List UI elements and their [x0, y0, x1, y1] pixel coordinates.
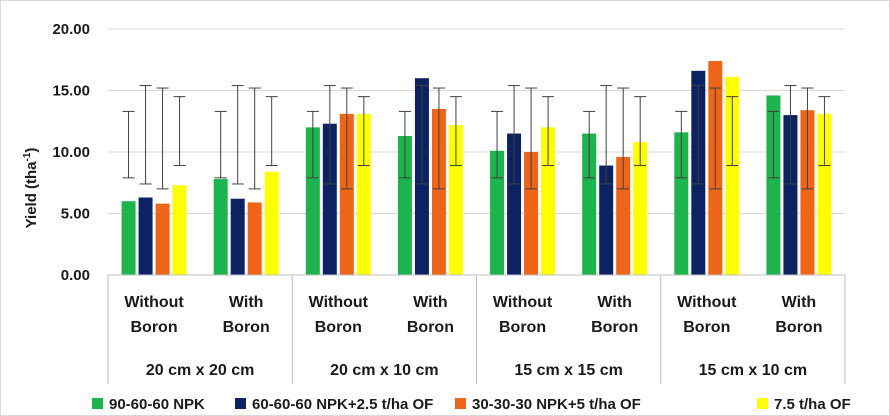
bar	[322, 123, 337, 276]
bar	[541, 127, 556, 276]
bar	[800, 110, 815, 276]
bar	[138, 197, 153, 275]
category-label: Boron	[407, 319, 454, 336]
bar	[172, 185, 187, 275]
bar	[431, 108, 446, 275]
y-tick-label: 20.00	[52, 21, 90, 38]
bar	[305, 127, 320, 276]
bar	[766, 95, 781, 275]
legend-swatch	[757, 398, 768, 409]
category-label: Boron	[775, 319, 822, 336]
legend-label: 60-60-60 NPK+2.5 t/ha OF	[252, 396, 433, 413]
error-bars	[122, 85, 831, 190]
bar	[507, 133, 522, 275]
bar	[490, 150, 505, 275]
bar	[817, 113, 832, 276]
y-axis-ticks: 0.00 5.00 10.00 15.00 20.00	[52, 21, 90, 284]
bar	[674, 132, 689, 275]
category-label: With	[597, 294, 632, 311]
category-label: Boron	[683, 319, 730, 336]
bar	[356, 113, 371, 276]
bar	[524, 152, 539, 275]
category-label: Boron	[131, 319, 178, 336]
bars	[121, 60, 832, 276]
category-label: With	[229, 294, 264, 311]
group-label: 20 cm x 20 cm	[146, 362, 255, 379]
category-label: Boron	[223, 319, 270, 336]
bar	[725, 76, 740, 275]
legend-swatch	[235, 398, 246, 409]
bar	[448, 124, 463, 275]
legend: 90-60-60 NPK 60-60-60 NPK+2.5 t/ha OF 30-3…	[92, 396, 851, 413]
legend-swatch	[92, 398, 103, 409]
bar	[155, 203, 170, 275]
category-label: Boron	[499, 319, 546, 336]
bar	[230, 198, 245, 275]
y-tick-label: 5.00	[61, 206, 90, 223]
category-label: Without	[124, 294, 184, 311]
legend-label: 30-30-30 NPK+5 t/ha OF	[472, 396, 641, 413]
legend-label: 7.5 t/ha OF	[774, 396, 851, 413]
legend-label: 90-60-60 NPK	[109, 396, 205, 413]
bar	[397, 136, 412, 275]
category-label: Without	[677, 294, 737, 311]
category-label: Boron	[591, 319, 638, 336]
group-label: 20 cm x 10 cm	[330, 362, 439, 379]
x-axis: Without Boron With Boron Without Boron With Bor…	[107, 274, 846, 384]
bar	[582, 133, 597, 275]
bar	[783, 115, 798, 275]
bar	[633, 142, 648, 275]
y-tick-label: 15.00	[52, 83, 90, 100]
legend-swatch	[455, 398, 466, 409]
bar	[247, 202, 262, 275]
bar	[616, 156, 631, 275]
category-label: With	[413, 294, 448, 311]
y-tick-label: 10.00	[52, 144, 90, 161]
y-tick-label: 0.00	[61, 267, 90, 284]
bar	[121, 201, 136, 275]
group-label: 15 cm x 15 cm	[514, 362, 623, 379]
bar	[213, 179, 228, 275]
bar	[264, 171, 279, 275]
bar	[599, 165, 614, 275]
bar	[339, 113, 354, 276]
category-label: Without	[309, 294, 369, 311]
category-label: With	[782, 294, 817, 311]
y-axis-title: Yield (tha-1)	[22, 148, 40, 229]
category-label: Without	[493, 294, 553, 311]
group-label: 15 cm x 10 cm	[699, 362, 808, 379]
category-label: Boron	[315, 319, 362, 336]
